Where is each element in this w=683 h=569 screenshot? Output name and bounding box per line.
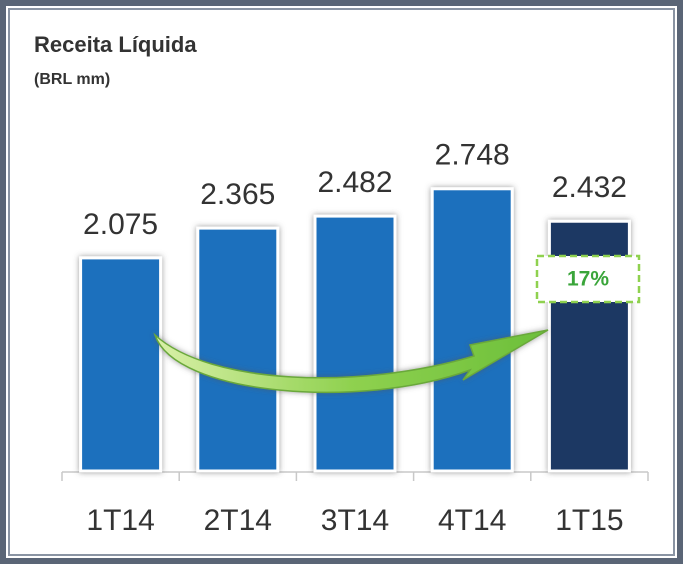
x-tick-label: 3T14 [321,504,389,537]
x-tick-label: 1T15 [555,504,623,537]
growth-arrow [153,329,549,393]
value-label: 2.075 [83,208,158,241]
x-tick-label: 2T14 [204,504,272,537]
annotation-box [535,254,641,304]
x-tick-label: 1T14 [86,504,154,537]
chart-subtitle: (BRL mm) [34,71,110,88]
value-label: 2.432 [552,171,627,204]
inner-frame [8,8,675,556]
bar [79,256,163,473]
bar [313,214,397,473]
chart-title: Receita Líquida [34,32,197,57]
value-label: 2.365 [200,178,275,211]
annotation: 17% [567,268,609,291]
value-label: 2.482 [317,166,392,199]
bar [430,187,514,473]
value-label: 2.748 [435,139,510,172]
x-tick-label: 4T14 [438,504,506,537]
bar [196,226,280,473]
